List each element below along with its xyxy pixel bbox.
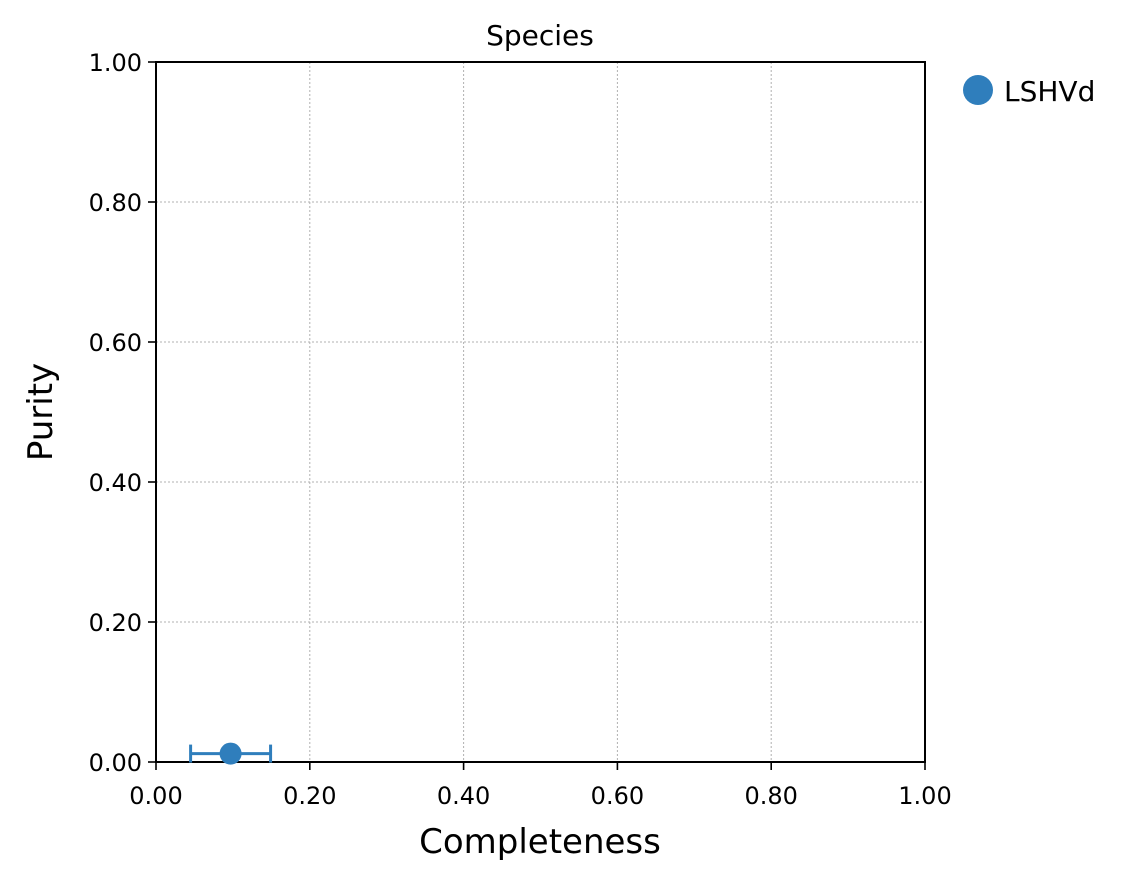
y-tick-label: 0.80 <box>89 189 142 217</box>
x-tick-label: 0.40 <box>437 782 490 810</box>
y-tick-label: 0.40 <box>89 469 142 497</box>
x-tick-label: 0.20 <box>283 782 336 810</box>
x-tick-label: 0.00 <box>129 782 182 810</box>
y-axis-title: Purity <box>21 363 61 461</box>
grid <box>155 61 926 763</box>
x-tick-label: 0.60 <box>591 782 644 810</box>
x-tick-label: 1.00 <box>898 782 951 810</box>
x-tick-label: 0.80 <box>744 782 797 810</box>
legend: LSHVd <box>963 75 1095 108</box>
y-tick-label: 1.00 <box>89 49 142 77</box>
y-tick-label: 0.60 <box>89 329 142 357</box>
y-tick-label: 0.00 <box>89 749 142 777</box>
data-point <box>219 742 242 765</box>
data-marks <box>189 742 273 765</box>
legend-label-lshvd: LSHVd <box>1004 75 1095 108</box>
y-tick-label: 0.20 <box>89 609 142 637</box>
legend-marker <box>963 75 993 105</box>
plot-frame <box>155 61 926 763</box>
x-axis-title: Completeness <box>419 822 661 862</box>
ticks: 0.00 0.20 0.40 0.60 0.80 1.00 0.00 0.20 0.40 0.60… <box>89 49 952 810</box>
chart-title: Species <box>486 19 594 52</box>
